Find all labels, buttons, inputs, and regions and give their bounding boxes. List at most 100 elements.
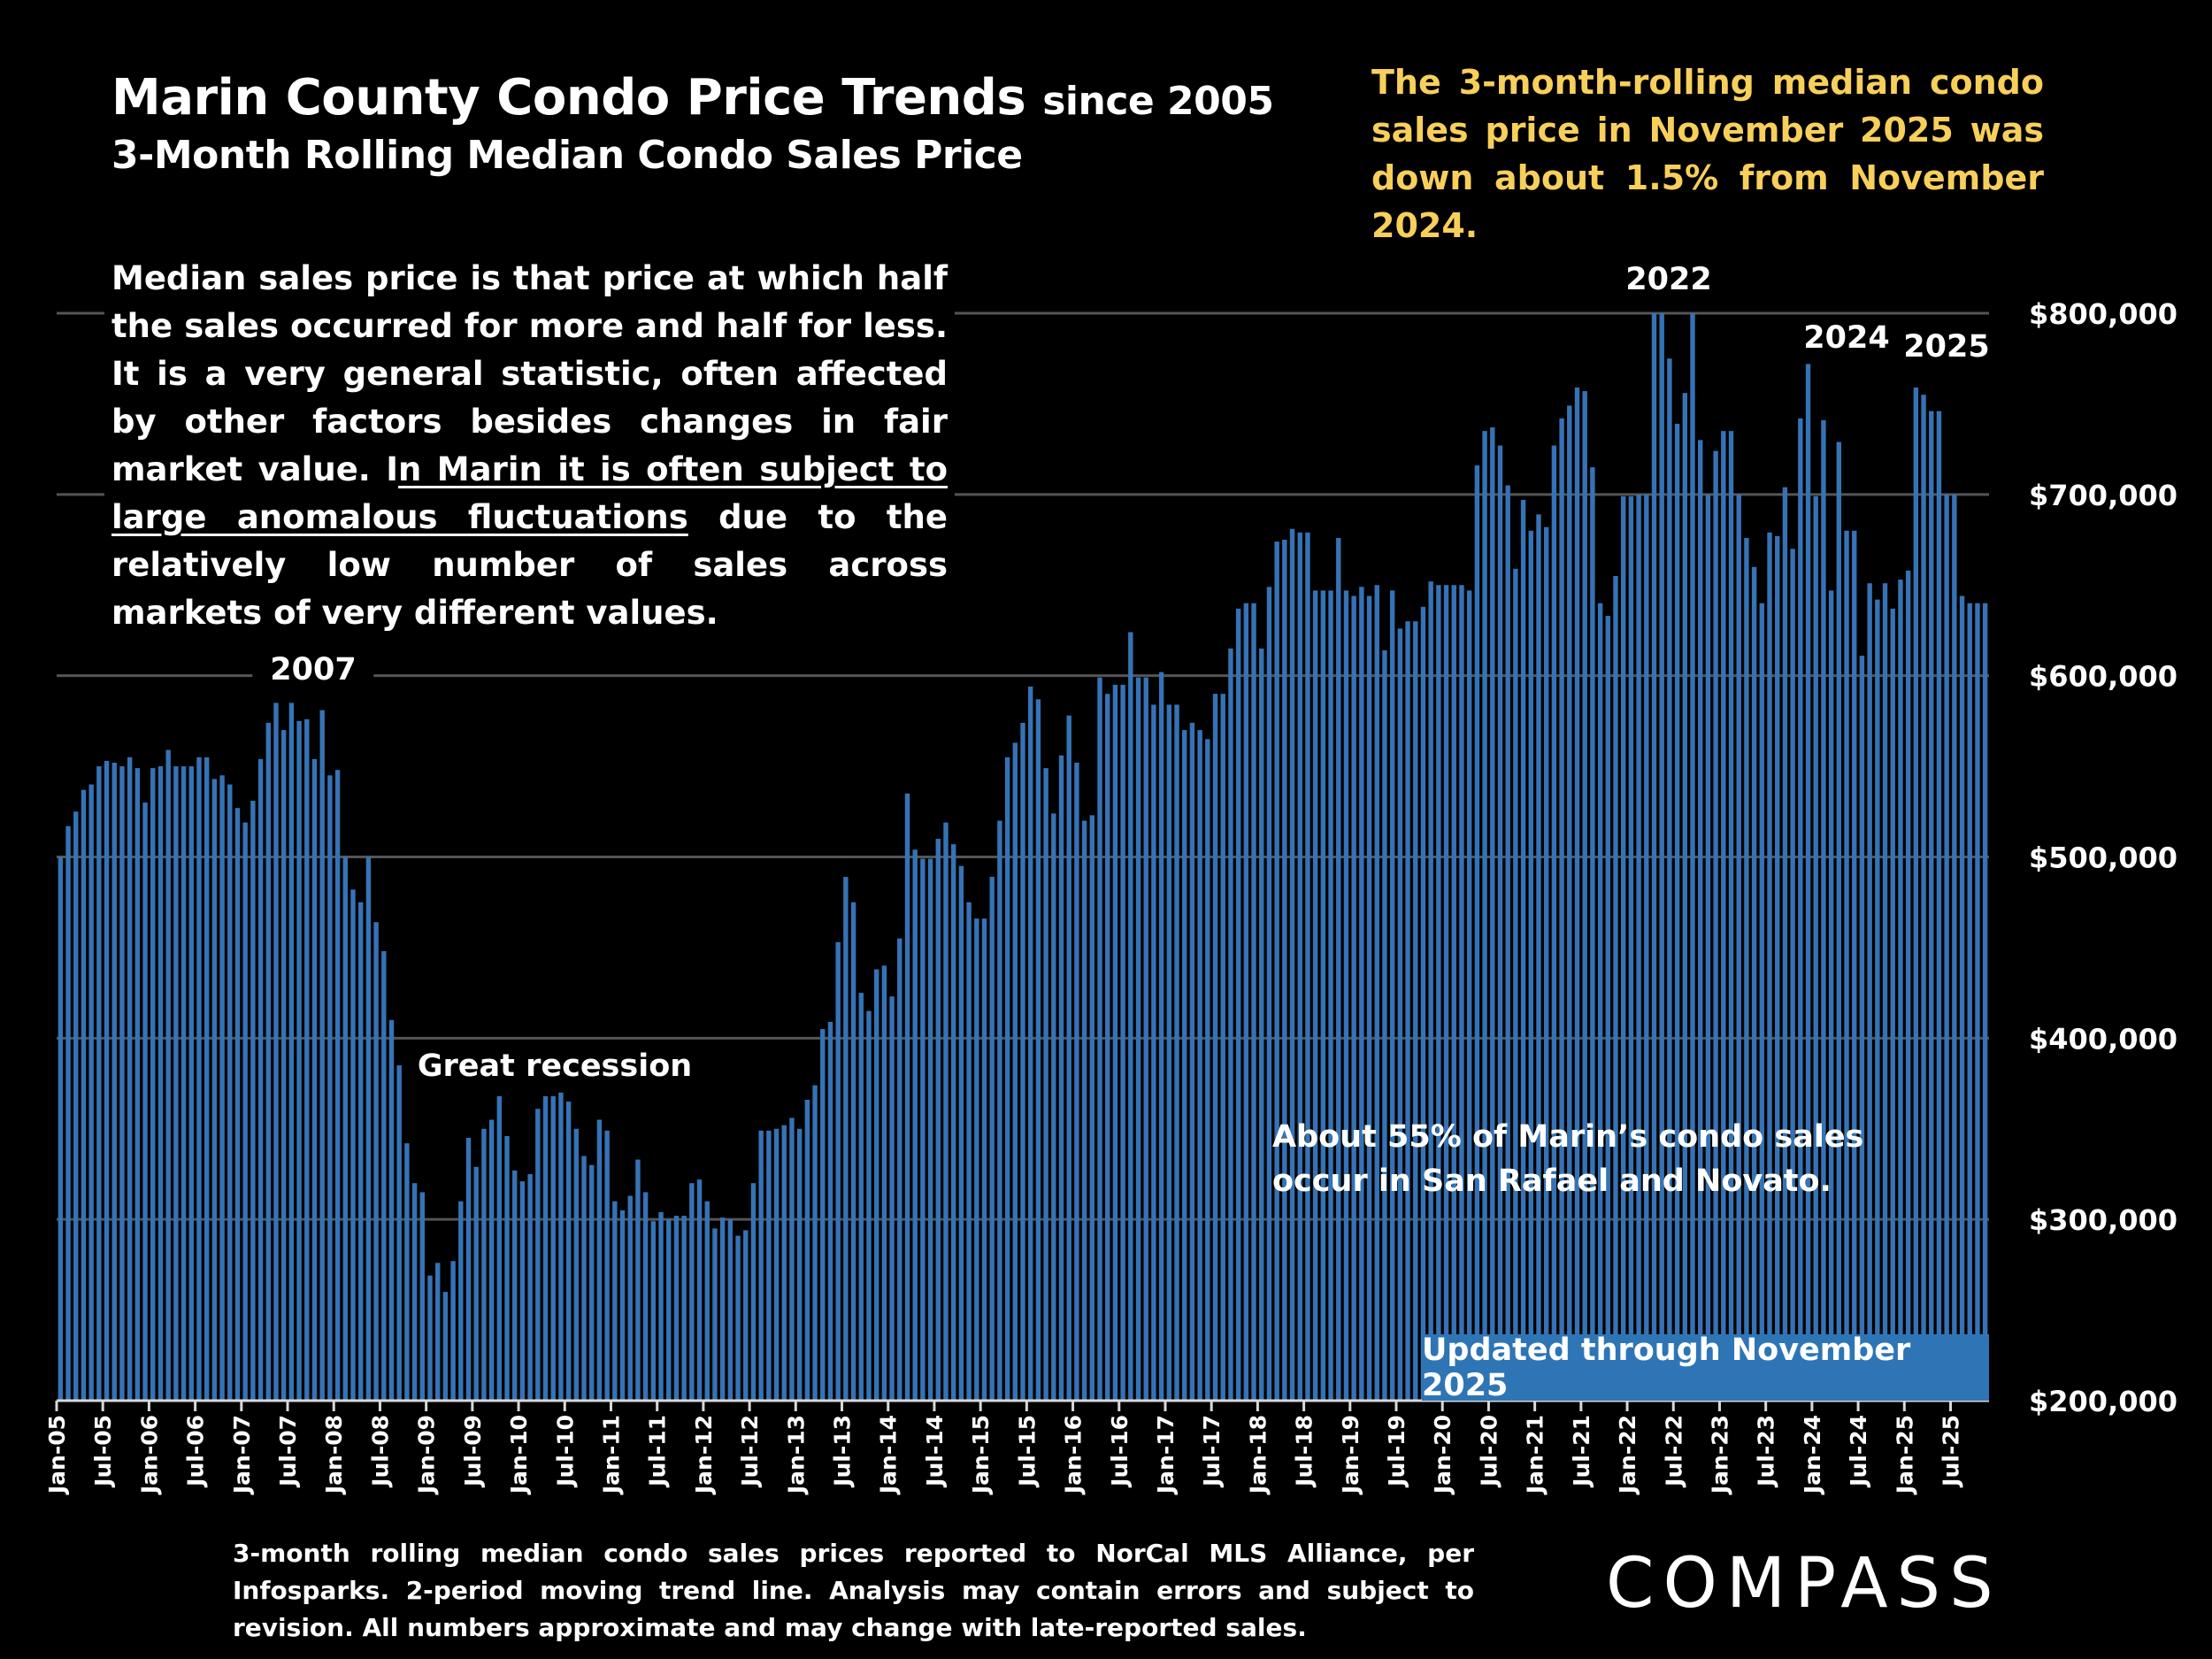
bar bbox=[1659, 313, 1664, 1401]
x-tick-label: Jul-16 bbox=[1107, 1415, 1133, 1488]
x-axis bbox=[55, 1399, 1989, 1411]
bar bbox=[1536, 514, 1541, 1401]
chart-title: Marin County Condo Price Trends since 20… bbox=[111, 69, 1274, 127]
bar bbox=[1051, 813, 1056, 1401]
bar bbox=[866, 1010, 872, 1401]
bar bbox=[843, 877, 849, 1401]
bar bbox=[950, 844, 956, 1401]
bar bbox=[435, 1263, 441, 1401]
bar bbox=[73, 811, 79, 1401]
bar bbox=[1605, 616, 1610, 1401]
bar bbox=[357, 902, 364, 1401]
annotation-2007: 2007 bbox=[252, 652, 374, 687]
bar bbox=[450, 1261, 456, 1401]
bar bbox=[1813, 495, 1818, 1401]
bar bbox=[481, 1128, 487, 1401]
x-tick-label: Jan-22 bbox=[1615, 1415, 1640, 1495]
bar bbox=[1174, 704, 1179, 1401]
x-tick-label: Jul-19 bbox=[1384, 1415, 1409, 1488]
bar bbox=[1844, 530, 1849, 1401]
bar bbox=[804, 1099, 810, 1401]
bar bbox=[789, 1118, 795, 1401]
bar bbox=[558, 1092, 564, 1401]
bar bbox=[1505, 485, 1510, 1401]
bar bbox=[1158, 672, 1164, 1401]
bar bbox=[1289, 528, 1295, 1401]
bar bbox=[311, 758, 318, 1401]
bar bbox=[1713, 450, 1718, 1401]
title-suffix: since 2005 bbox=[1042, 79, 1274, 124]
bar bbox=[204, 757, 210, 1401]
bar bbox=[912, 849, 918, 1401]
bar bbox=[381, 951, 387, 1401]
x-tick-label: Jul-06 bbox=[183, 1415, 209, 1488]
bar bbox=[573, 1128, 580, 1401]
bar bbox=[958, 865, 964, 1401]
x-tick-label: Jan-24 bbox=[1800, 1415, 1825, 1495]
bar bbox=[519, 1181, 526, 1401]
x-axis-labels: Jan-05 Jul-05 Jan-06 Jul-06 Jan-07 Jul-07 Jan-… bbox=[44, 1415, 1963, 1495]
annotation-2022: 2022 bbox=[1586, 262, 1752, 297]
title-main: Marin County Condo Price Trends bbox=[111, 69, 1026, 127]
bar bbox=[104, 760, 110, 1401]
bar bbox=[1343, 590, 1349, 1401]
x-tick-label: Jan-10 bbox=[506, 1415, 532, 1495]
bar bbox=[989, 877, 995, 1401]
bar bbox=[735, 1235, 741, 1401]
x-tick-label: Jan-20 bbox=[1430, 1415, 1455, 1495]
bar bbox=[904, 793, 910, 1401]
bar bbox=[1590, 467, 1595, 1401]
bar bbox=[704, 1201, 710, 1401]
bar bbox=[935, 839, 941, 1401]
bar bbox=[897, 938, 902, 1401]
annotation-2024: 2024 bbox=[1803, 320, 1890, 356]
bar bbox=[1721, 431, 1726, 1402]
bar bbox=[750, 1183, 757, 1401]
bar bbox=[1551, 445, 1557, 1401]
bar bbox=[650, 1221, 657, 1401]
bar bbox=[1898, 580, 1903, 1401]
bar bbox=[265, 722, 271, 1401]
bar bbox=[943, 822, 949, 1401]
x-tick-label: Jan-17 bbox=[1153, 1415, 1179, 1495]
bar bbox=[974, 918, 979, 1401]
bar bbox=[188, 766, 194, 1401]
bar bbox=[612, 1201, 618, 1401]
bar bbox=[1436, 585, 1441, 1401]
bar bbox=[1952, 494, 1957, 1402]
x-tick-label: Jul-23 bbox=[1754, 1415, 1779, 1488]
bar bbox=[627, 1195, 633, 1401]
bar bbox=[858, 993, 864, 1401]
summary-note: The 3-month-rolling median condo sales p… bbox=[1371, 63, 2044, 245]
bar bbox=[743, 1230, 749, 1401]
bar bbox=[1389, 590, 1395, 1401]
description-underlined: n Marin it is often subject to large ano… bbox=[111, 450, 948, 536]
bar bbox=[1235, 608, 1241, 1401]
bar bbox=[1690, 313, 1695, 1401]
bar bbox=[411, 1183, 418, 1401]
x-tick-label: Jan-25 bbox=[1892, 1415, 1917, 1495]
x-tick-label: Jan-21 bbox=[1523, 1415, 1548, 1495]
bar bbox=[1266, 587, 1272, 1401]
bar bbox=[1767, 532, 1772, 1401]
x-tick-label: Jul-08 bbox=[367, 1415, 393, 1488]
bar bbox=[211, 779, 218, 1401]
x-tick-label: Jan-12 bbox=[691, 1415, 717, 1495]
bar bbox=[1775, 535, 1780, 1401]
bar bbox=[350, 889, 356, 1401]
bar bbox=[1035, 699, 1041, 1401]
bar bbox=[1959, 595, 1965, 1401]
bar bbox=[1944, 494, 1949, 1402]
bar bbox=[1975, 603, 1980, 1401]
bar bbox=[1852, 530, 1857, 1401]
bar bbox=[712, 1228, 718, 1401]
bar bbox=[1821, 419, 1826, 1401]
bar bbox=[1205, 739, 1210, 1401]
bar bbox=[535, 1109, 541, 1401]
bar bbox=[689, 1183, 695, 1401]
bar bbox=[1259, 648, 1264, 1401]
bar bbox=[404, 1143, 410, 1401]
bar bbox=[1197, 730, 1202, 1401]
bar bbox=[327, 775, 333, 1401]
bar bbox=[1805, 364, 1811, 1402]
